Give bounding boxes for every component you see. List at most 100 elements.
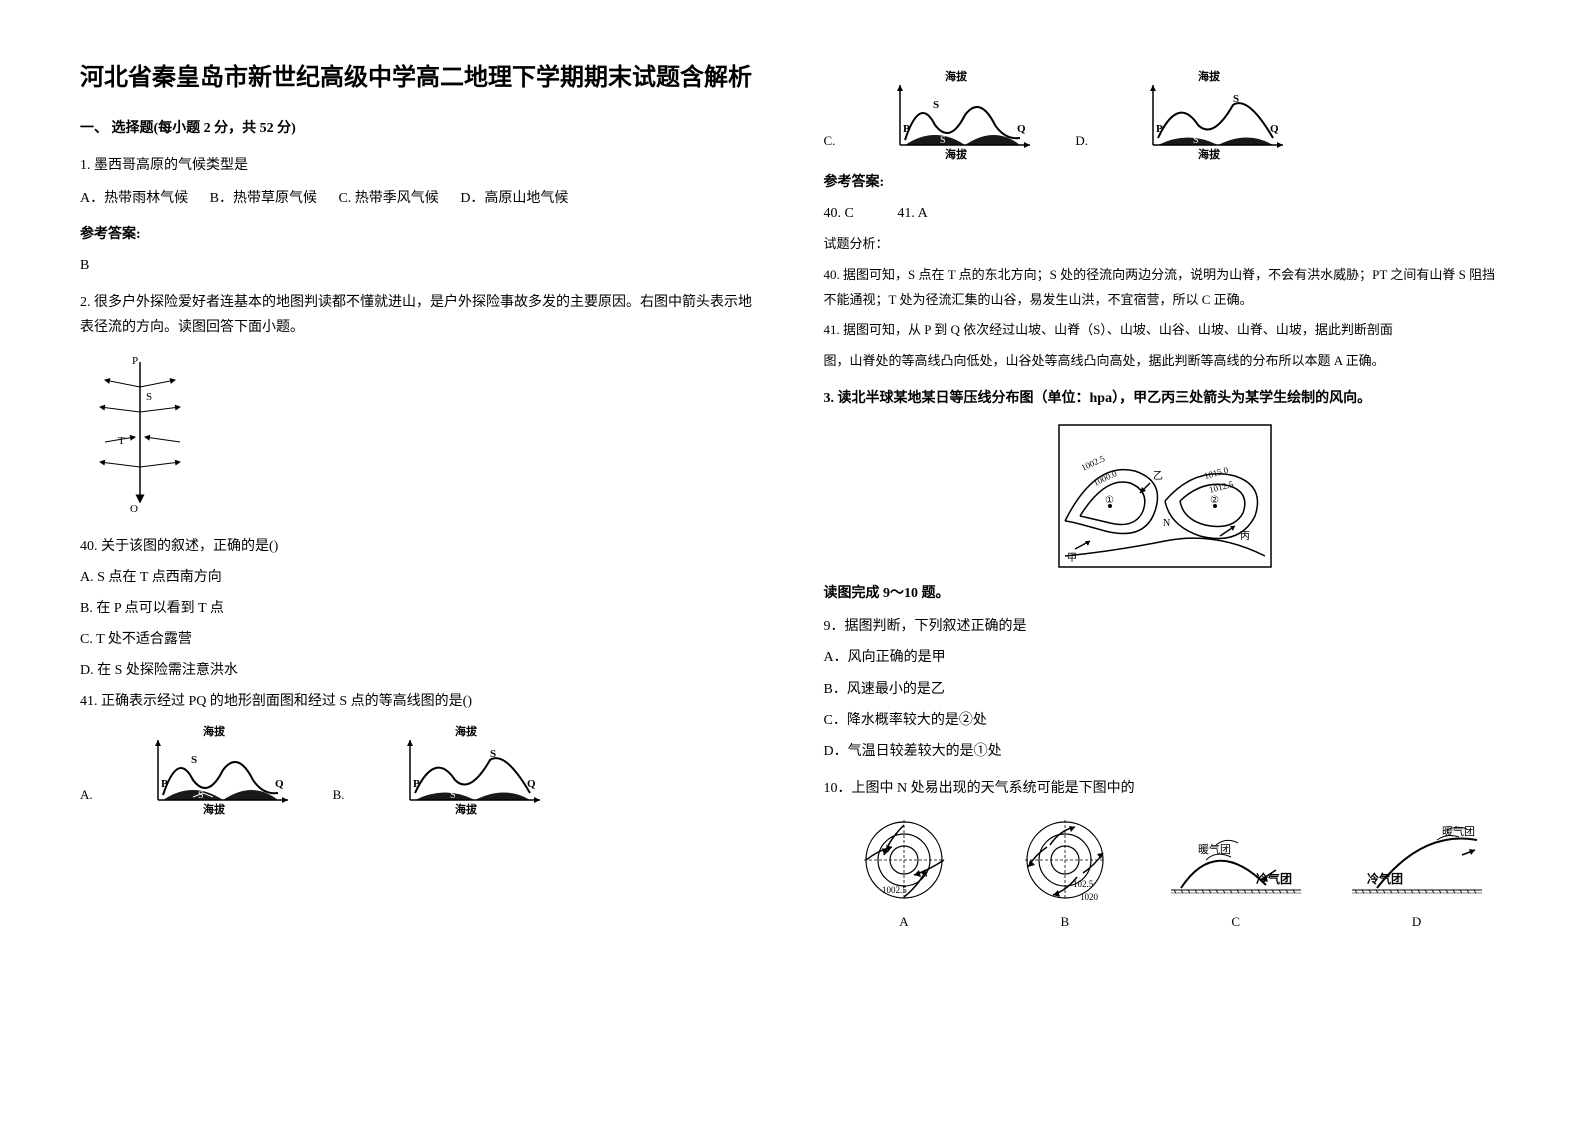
choice-a-label: A. <box>80 783 93 806</box>
svg-text:P: P <box>1156 123 1163 135</box>
analysis-40: 40. 据图可知，S 点在 T 点的东北方向；S 处的径流向两边分流，说明为山脊… <box>824 263 1508 312</box>
q40: 40. 关于该图的叙述，正确的是() <box>80 534 764 559</box>
isobar-diagram: 1002.5 1000.0 1015.0 1012.5 ① ② 甲 N 丙 乙 <box>824 421 1508 571</box>
profile-a: 海拔 S P Q S 海拔 <box>143 725 293 815</box>
q41: 41. 正确表示经过 PQ 的地形剖面图和经过 S 点的等高线图的是() <box>80 689 764 714</box>
svg-text:P: P <box>903 123 910 135</box>
svg-text:1012.5: 1012.5 <box>1208 479 1235 495</box>
svg-text:海拔: 海拔 <box>203 725 226 738</box>
svg-text:冷气团: 冷气团 <box>1256 871 1292 886</box>
q1-option-d: D．高原山地气候 <box>460 191 568 206</box>
q9-b: B．风速最小的是乙 <box>824 677 1508 702</box>
left-column: 河北省秦皇岛市新世纪高级中学高二地理下学期期末试题含解析 一、 选择题(每小题 … <box>80 60 764 934</box>
svg-text:乙: 乙 <box>1153 470 1163 482</box>
q40-c: C. T 处不适合露营 <box>80 627 764 652</box>
svg-text:冷气团: 冷气团 <box>1367 871 1403 886</box>
svg-text:海拔: 海拔 <box>1198 147 1221 160</box>
svg-text:丙: 丙 <box>1240 531 1250 542</box>
question-1-options: A．热带雨林气候 B．热带草原气候 C. 热带季风气候 D．高原山地气候 <box>80 186 764 211</box>
question-3: 3. 读北半球某地某日等压线分布图（单位：hpa），甲乙丙三处箭头为某学生绘制的… <box>824 386 1508 411</box>
q10: 10．上图中 N 处易出现的天气系统可能是下图中的 <box>824 776 1508 801</box>
q1-option-a: A．热带雨林气候 <box>80 191 188 206</box>
svg-text:N: N <box>1163 518 1170 529</box>
svg-text:T: T <box>118 435 125 447</box>
svg-text:Q: Q <box>130 503 138 512</box>
svg-text:暖气团: 暖气团 <box>1442 824 1475 838</box>
answers-line: 40. C 41. A <box>824 201 1508 226</box>
svg-text:S: S <box>146 391 152 403</box>
svg-text:P: P <box>132 355 138 367</box>
document-title: 河北省秦皇岛市新世纪高级中学高二地理下学期期末试题含解析 <box>80 60 764 96</box>
question-1: 1. 墨西哥高原的气候类型是 <box>80 153 764 178</box>
svg-text:Q: Q <box>527 778 536 790</box>
q40-d: D. 在 S 处探险需注意洪水 <box>80 658 764 683</box>
svg-text:Q: Q <box>1017 123 1026 135</box>
ans-41: 41. A <box>897 206 927 221</box>
svg-text:②: ② <box>1210 495 1219 506</box>
choice-d-label: D. <box>1075 129 1088 152</box>
q1-answer: B <box>80 253 764 278</box>
profile-row-cd: C. 海拔 S P Q S 海拔 D. <box>824 70 1508 160</box>
q40-b: B. 在 P 点可以看到 T 点 <box>80 596 764 621</box>
svg-text:102.5: 102.5 <box>1073 879 1094 889</box>
svg-text:S: S <box>940 135 946 146</box>
q1-answer-label: 参考答案: <box>80 222 764 247</box>
profile-c: 海拔 S P Q S 海拔 <box>885 70 1035 160</box>
svg-text:S: S <box>191 754 197 766</box>
svg-text:海拔: 海拔 <box>1198 70 1221 83</box>
q9: 9．据图判断，下列叙述正确的是 <box>824 614 1508 639</box>
svg-text:S: S <box>450 790 456 801</box>
svg-text:1000.0: 1000.0 <box>1092 468 1119 488</box>
weather-a: 1002.5 A <box>844 815 964 933</box>
q1-option-b: B．热带草原气候 <box>210 191 317 206</box>
svg-text:1020: 1020 <box>1080 892 1099 902</box>
svg-text:1002.5: 1002.5 <box>1080 453 1107 473</box>
question-2: 2. 很多户外探险爱好者连基本的地图判读都不懂就进山，是户外探险事故多发的主要原… <box>80 290 764 340</box>
answers-label: 参考答案: <box>824 170 1508 195</box>
q9-a: A．风向正确的是甲 <box>824 645 1508 670</box>
profile-d: 海拔 S P Q S 海拔 <box>1138 70 1288 160</box>
q1-option-c: C. 热带季风气候 <box>338 191 438 206</box>
weather-c: 暖气团 冷气团 C <box>1166 815 1306 933</box>
section-1-header: 一、 选择题(每小题 2 分，共 52 分) <box>80 116 764 141</box>
svg-text:海拔: 海拔 <box>455 802 478 815</box>
weather-d: 暖气团 冷气团 D <box>1347 815 1487 933</box>
svg-text:甲: 甲 <box>1067 553 1077 564</box>
svg-text:P: P <box>413 778 420 790</box>
choice-c-label: C. <box>824 129 836 152</box>
right-column: C. 海拔 S P Q S 海拔 D. <box>824 60 1508 934</box>
svg-text:1015.0: 1015.0 <box>1203 465 1230 481</box>
analysis-label: 试题分析： <box>824 232 1508 257</box>
page-container: 河北省秦皇岛市新世纪高级中学高二地理下学期期末试题含解析 一、 选择题(每小题 … <box>80 60 1507 934</box>
weather-b: 1020 102.5 B <box>1005 815 1125 933</box>
svg-text:Q: Q <box>1270 123 1279 135</box>
svg-text:海拔: 海拔 <box>945 147 968 160</box>
svg-text:S: S <box>933 99 939 111</box>
svg-text:P: P <box>161 778 168 790</box>
weather-b-label: B <box>1060 910 1069 933</box>
q9-c: C．降水概率较大的是②处 <box>824 708 1508 733</box>
svg-text:1002.5: 1002.5 <box>882 885 907 895</box>
weather-d-label: D <box>1412 910 1421 933</box>
q40-a: A. S 点在 T 点西南方向 <box>80 565 764 590</box>
svg-text:S: S <box>198 790 204 801</box>
weather-a-label: A <box>899 910 908 933</box>
choice-b-label: B. <box>333 783 345 806</box>
svg-text:Q: Q <box>275 778 284 790</box>
analysis-41b: 图，山脊处的等高线凸向低处，山谷处等高线凸向高处，据此判断等高线的分布所以本题 … <box>824 349 1508 374</box>
runoff-diagram: P S T Q <box>80 352 764 521</box>
weather-c-label: C <box>1231 910 1240 933</box>
svg-text:海拔: 海拔 <box>203 802 226 815</box>
ans-40: 40. C <box>824 206 854 221</box>
svg-text:S: S <box>1233 93 1239 105</box>
svg-text:海拔: 海拔 <box>945 70 968 83</box>
svg-text:S: S <box>490 748 496 760</box>
q9-d: D．气温日较差较大的是①处 <box>824 739 1508 764</box>
svg-text:S: S <box>1193 135 1199 146</box>
weather-systems-row: 1002.5 A <box>824 815 1508 933</box>
profile-b: 海拔 S P Q S 海拔 <box>395 725 545 815</box>
svg-text:暖气团: 暖气团 <box>1198 842 1231 856</box>
profile-row-ab: A. 海拔 S P Q S 海拔 B. <box>80 725 764 815</box>
svg-text:①: ① <box>1105 495 1114 506</box>
analysis-41: 41. 据图可知，从 P 到 Q 依次经过山坡、山脊（S）、山坡、山谷、山坡、山… <box>824 318 1508 343</box>
